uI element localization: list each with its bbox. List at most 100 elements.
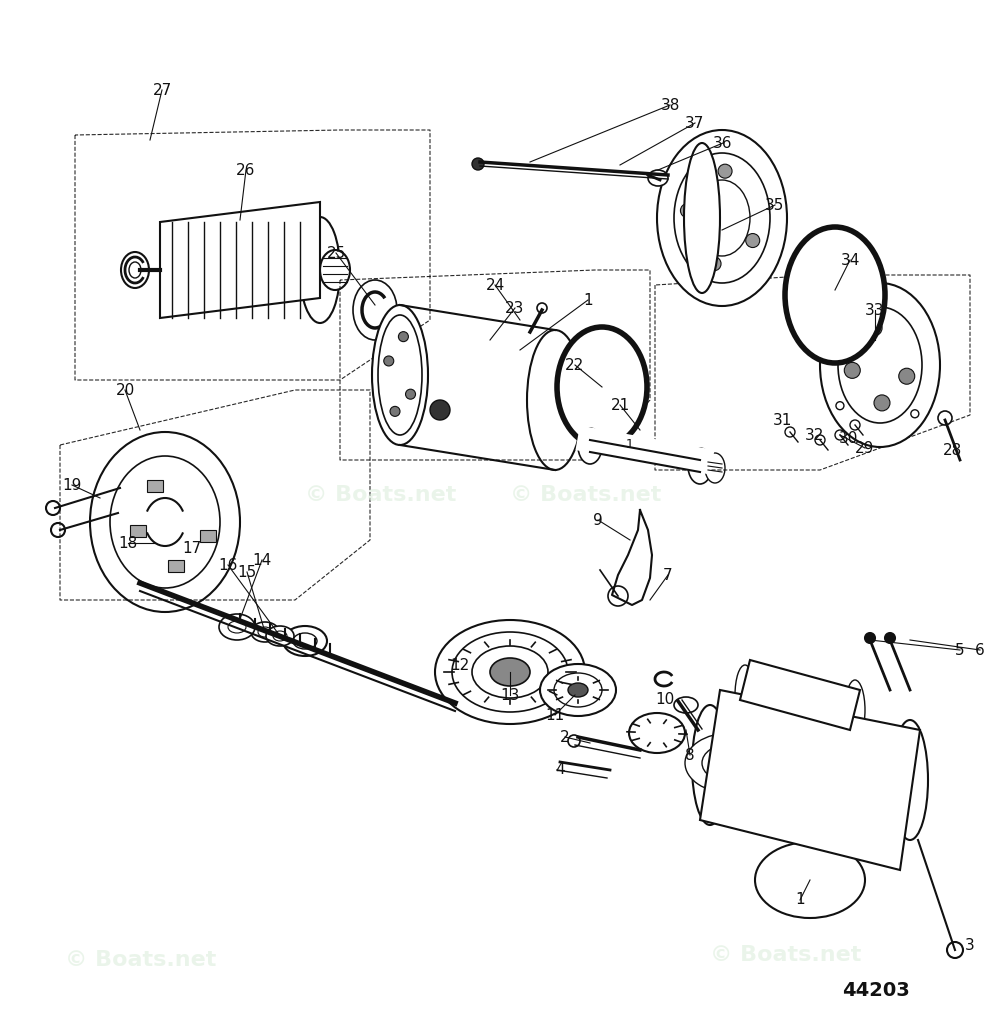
Text: 11: 11	[546, 708, 565, 722]
Ellipse shape	[283, 626, 327, 656]
Circle shape	[852, 301, 860, 310]
Text: 24: 24	[485, 278, 505, 292]
Circle shape	[430, 400, 450, 420]
Ellipse shape	[820, 283, 940, 447]
Ellipse shape	[372, 305, 428, 445]
Text: © Boats.net: © Boats.net	[305, 485, 456, 505]
Circle shape	[850, 420, 860, 430]
Circle shape	[537, 303, 547, 313]
Circle shape	[568, 735, 580, 747]
Circle shape	[707, 257, 721, 270]
Circle shape	[885, 633, 895, 643]
Text: 4: 4	[556, 762, 565, 777]
Text: 27: 27	[152, 83, 172, 97]
Text: 18: 18	[118, 536, 137, 550]
Text: 20: 20	[115, 382, 134, 398]
Text: © Boats.net: © Boats.net	[710, 945, 862, 965]
Ellipse shape	[755, 842, 865, 918]
Circle shape	[874, 395, 890, 411]
Text: 15: 15	[238, 565, 256, 579]
Text: 9: 9	[593, 513, 603, 527]
Ellipse shape	[258, 627, 272, 637]
Ellipse shape	[110, 456, 220, 588]
Text: 1: 1	[795, 892, 805, 908]
Text: © Boats.net: © Boats.net	[510, 485, 661, 505]
Text: 7: 7	[663, 568, 673, 582]
Ellipse shape	[718, 755, 742, 771]
Polygon shape	[700, 690, 920, 870]
Ellipse shape	[378, 315, 422, 435]
Text: 2: 2	[561, 729, 570, 745]
Text: 36: 36	[714, 136, 733, 150]
Text: 5: 5	[955, 642, 965, 658]
Ellipse shape	[353, 280, 397, 340]
Text: 10: 10	[655, 692, 675, 708]
Circle shape	[384, 356, 394, 366]
Circle shape	[608, 586, 628, 606]
Text: © Boats.net: © Boats.net	[65, 950, 217, 970]
Polygon shape	[160, 202, 320, 318]
Circle shape	[911, 410, 918, 418]
Ellipse shape	[657, 130, 787, 306]
Ellipse shape	[674, 697, 698, 713]
Ellipse shape	[629, 713, 685, 753]
Ellipse shape	[472, 646, 548, 698]
Text: 26: 26	[237, 163, 255, 177]
Circle shape	[46, 501, 60, 515]
FancyBboxPatch shape	[130, 525, 146, 537]
Text: 6: 6	[975, 642, 985, 658]
Ellipse shape	[435, 620, 585, 724]
Ellipse shape	[490, 658, 530, 686]
Ellipse shape	[892, 720, 928, 840]
Ellipse shape	[688, 448, 712, 484]
Text: 25: 25	[326, 246, 346, 260]
Text: 1: 1	[583, 292, 592, 308]
Text: 1: 1	[626, 437, 634, 451]
Ellipse shape	[219, 614, 255, 640]
Text: 23: 23	[505, 300, 525, 316]
Ellipse shape	[293, 633, 317, 649]
Ellipse shape	[228, 621, 246, 633]
Circle shape	[815, 435, 825, 445]
Circle shape	[938, 411, 952, 425]
Ellipse shape	[554, 673, 602, 707]
Ellipse shape	[266, 626, 294, 646]
Circle shape	[406, 390, 415, 399]
Ellipse shape	[557, 327, 647, 447]
Circle shape	[866, 320, 882, 336]
Ellipse shape	[685, 733, 775, 793]
Text: 8: 8	[685, 748, 695, 762]
Circle shape	[865, 633, 875, 643]
Text: 31: 31	[773, 412, 792, 428]
Ellipse shape	[838, 307, 922, 423]
Ellipse shape	[674, 153, 770, 283]
Ellipse shape	[452, 632, 568, 712]
Ellipse shape	[692, 706, 728, 825]
Circle shape	[472, 159, 484, 170]
Text: 13: 13	[500, 688, 520, 702]
Ellipse shape	[251, 622, 279, 642]
Ellipse shape	[684, 143, 720, 293]
Ellipse shape	[300, 217, 340, 323]
Circle shape	[844, 363, 860, 378]
FancyBboxPatch shape	[168, 560, 185, 572]
Circle shape	[718, 164, 732, 178]
Ellipse shape	[578, 428, 602, 464]
Circle shape	[51, 523, 65, 537]
Ellipse shape	[568, 683, 588, 697]
Ellipse shape	[273, 631, 287, 641]
Text: 44203: 44203	[842, 980, 910, 1000]
Ellipse shape	[735, 665, 755, 725]
Circle shape	[390, 406, 400, 416]
Ellipse shape	[527, 330, 583, 470]
Ellipse shape	[540, 664, 616, 716]
Polygon shape	[740, 660, 860, 730]
Text: 33: 33	[865, 303, 885, 317]
Text: 17: 17	[182, 541, 202, 555]
Ellipse shape	[694, 180, 750, 256]
Text: 16: 16	[219, 557, 238, 573]
FancyBboxPatch shape	[147, 480, 163, 491]
Text: 12: 12	[450, 658, 469, 672]
Text: 28: 28	[942, 442, 961, 458]
Text: 19: 19	[63, 478, 82, 492]
